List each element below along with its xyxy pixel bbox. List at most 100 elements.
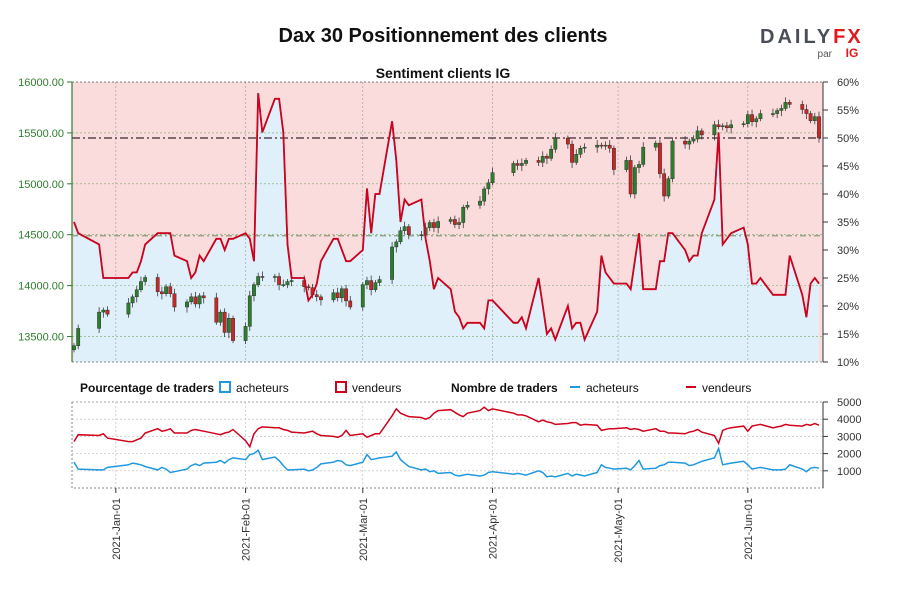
right-tick-label: 30% <box>837 245 859 257</box>
candle-up <box>775 110 780 114</box>
candle-down <box>306 286 311 288</box>
candle-up <box>130 296 135 304</box>
candle-up <box>289 280 294 282</box>
candle-up <box>360 284 365 308</box>
candle-down <box>565 137 570 145</box>
right-tick-label: 35% <box>837 217 859 229</box>
candle-up <box>185 301 189 308</box>
candle-up <box>76 328 81 346</box>
candle-down <box>172 293 177 308</box>
logo-fx: FX <box>833 26 863 48</box>
candle-up <box>624 160 629 170</box>
logo-ig: IG <box>846 46 859 60</box>
legend-pct-sellers-swatch <box>335 381 347 393</box>
left-tick-label: 16000.00 <box>18 77 64 89</box>
candle-down <box>628 160 633 195</box>
candle-up <box>511 163 516 173</box>
candle-up <box>197 295 202 305</box>
candle-down <box>662 173 667 197</box>
candle-down <box>800 104 805 110</box>
candle-up <box>578 147 583 155</box>
candle-up <box>189 296 194 303</box>
candle-up <box>247 295 252 327</box>
candle-up <box>394 241 399 248</box>
legend-num-title: Nombre de traders <box>451 381 558 395</box>
candle-up <box>226 318 231 333</box>
candle-up <box>812 116 817 121</box>
candle-up <box>285 281 290 285</box>
candle-up <box>691 138 696 142</box>
candle-up <box>712 124 717 136</box>
candle-down <box>452 219 457 225</box>
candle-down <box>105 309 110 315</box>
left-tick-label: 14500.00 <box>18 230 64 242</box>
dailyfx-logo: DAILYFX par IG <box>760 26 863 60</box>
candle-up <box>754 118 759 122</box>
candle-up <box>720 125 725 127</box>
candle-up <box>281 284 286 286</box>
buyers-zone <box>74 93 819 362</box>
right-tick-label: 25% <box>837 273 859 285</box>
right-tick-label: 20% <box>837 301 859 313</box>
candle-down <box>155 277 160 292</box>
candle-down <box>599 144 604 147</box>
count-tick-label: 2000 <box>837 449 861 461</box>
candle-up <box>365 280 369 285</box>
legend-pct-buyers: acheteurs <box>236 381 289 395</box>
date-tick-label: 2021-Jun-01 <box>743 498 755 560</box>
candle-up <box>490 172 495 183</box>
candle-up <box>779 108 784 111</box>
right-tick-label: 15% <box>837 329 859 341</box>
chart-title: Dax 30 Positionnement des clients <box>279 25 608 47</box>
candle-down <box>750 114 754 122</box>
legend: Pourcentage de traders acheteurs vendeur… <box>80 381 751 395</box>
buyers-count-line <box>73 446 820 478</box>
candle-up <box>783 102 788 109</box>
candle-up <box>457 222 461 225</box>
trader-count-panel: 1000 2000 3000 4000 5000 <box>71 397 861 489</box>
count-tick-label: 1000 <box>837 466 861 478</box>
candle-up <box>390 246 394 280</box>
candle-down <box>214 297 219 323</box>
candle-up <box>398 230 403 243</box>
candle-down <box>432 222 436 228</box>
date-axis: 2021-Jan-01 2021-Feb-01 2021-Mar-01 2021-Ap… <box>111 488 755 563</box>
candle-down <box>193 296 198 305</box>
candle-down <box>277 276 281 285</box>
right-tick-label: 45% <box>837 161 859 173</box>
candle-up <box>574 154 579 163</box>
count-tick-label: 3000 <box>837 431 861 443</box>
candle-up <box>218 311 223 323</box>
legend-pct-title: Pourcentage de traders <box>80 381 214 395</box>
left-tick-label: 14000.00 <box>18 281 64 293</box>
candle-up <box>632 167 637 195</box>
candle-down <box>699 130 704 136</box>
candle-up <box>339 288 344 299</box>
candle-down <box>335 292 340 299</box>
candle-up <box>478 200 482 206</box>
candle-up <box>427 222 432 228</box>
candle-down <box>658 142 662 174</box>
candle-up <box>729 124 733 129</box>
candle-up <box>402 226 407 231</box>
candle-up <box>603 144 608 147</box>
legend-num-buyers: acheteurs <box>586 381 639 395</box>
candle-up <box>641 146 646 165</box>
candle-down <box>515 163 520 166</box>
candle-down <box>168 286 173 294</box>
logo-par: par <box>818 49 833 60</box>
count-tick-label: 5000 <box>837 397 861 409</box>
candle-up <box>243 326 248 341</box>
candle-down <box>348 300 353 308</box>
candle-up <box>486 182 491 190</box>
candle-up <box>139 281 143 290</box>
candle-down <box>222 311 227 333</box>
candle-down <box>725 125 729 129</box>
candle-down <box>808 113 813 121</box>
price-sentiment-panel: 13500.00 14000.00 14500.00 15000.00 15500.00… <box>18 77 859 369</box>
candle-up <box>461 207 466 223</box>
candle-down <box>612 147 616 170</box>
candle-up <box>419 234 424 236</box>
candle-up <box>741 123 746 125</box>
